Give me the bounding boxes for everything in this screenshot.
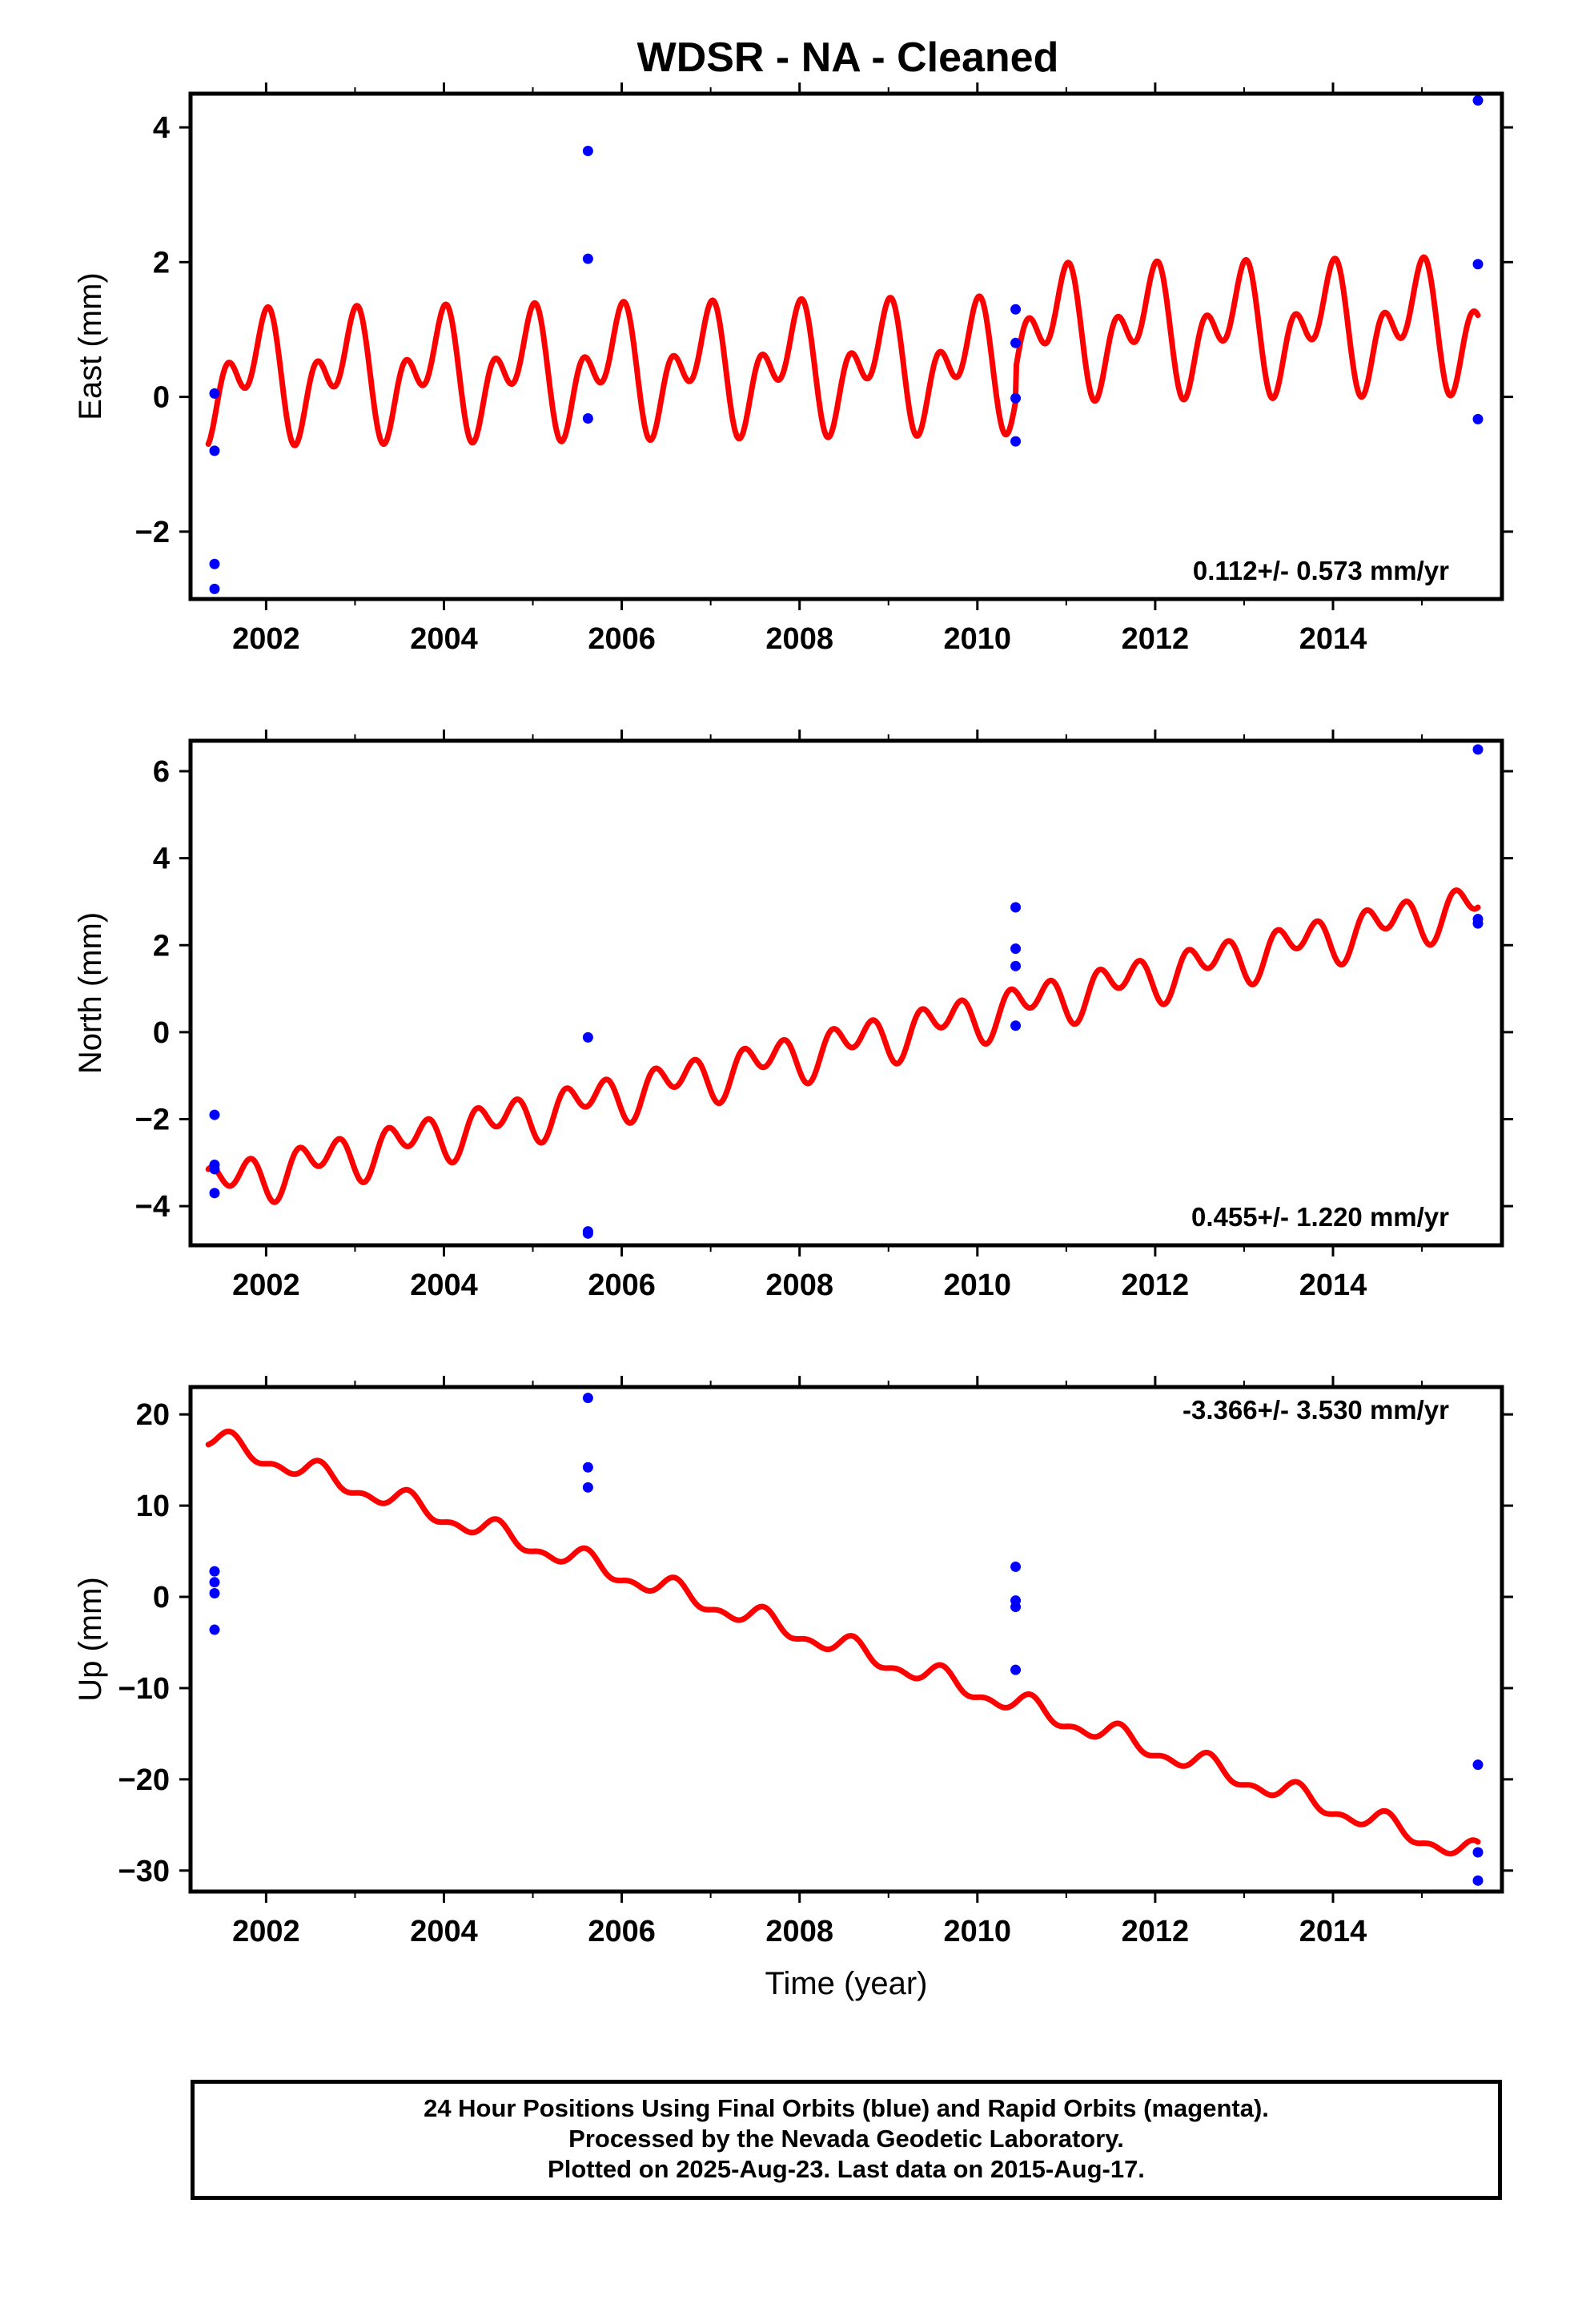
panel-east-data-point <box>1010 337 1022 348</box>
panel-east-data-point <box>1472 413 1484 424</box>
panel-north-ytick-label: 6 <box>153 755 170 789</box>
panel-north-xtick-label: 2010 <box>944 1269 1012 1302</box>
panel-up-xtick-label: 2014 <box>1299 1915 1367 1948</box>
panel-east-data-point <box>209 583 220 594</box>
panel-up-data-point <box>209 1577 220 1588</box>
footer-line-3: Plotted on 2025-Aug-23. Last data on 201… <box>548 2155 1145 2183</box>
panel-north-data-point <box>209 1164 220 1175</box>
panel-east-model-curve <box>205 254 1481 448</box>
panel-east-data-point <box>1010 392 1022 404</box>
panel-north-ytick-label: −4 <box>135 1190 170 1224</box>
panel-up-xtick-label: 2012 <box>1122 1915 1190 1948</box>
panel-up-data-point <box>1010 1561 1022 1572</box>
panel-up-frame <box>188 1385 1504 1894</box>
panel-north-ytick-label: 2 <box>153 929 170 963</box>
panel-north-data-point <box>1010 902 1022 913</box>
panel-north-xtick-label: 2004 <box>410 1269 478 1302</box>
panel-up-ytick-label: 20 <box>136 1398 170 1432</box>
panel-north-data-point <box>1472 918 1484 929</box>
panel-east-frame <box>188 91 1504 601</box>
panel-east-data-point <box>1472 259 1484 270</box>
panel-up-ytick-label: 10 <box>136 1490 170 1523</box>
panel-east-data-point <box>209 558 220 569</box>
panel-north-data-point <box>209 1188 220 1199</box>
panel-up-data-point <box>209 1624 220 1635</box>
panel-east-data-point <box>1010 304 1022 315</box>
panel-up-ytick-label: 0 <box>153 1581 170 1614</box>
panel-up-ylabel: Up (mm) <box>73 1577 108 1702</box>
panel-east-ytick-label: 2 <box>153 246 170 279</box>
panel-north-xtick-label: 2008 <box>765 1269 833 1302</box>
panel-east-rate-label: 0.112+/- 0.573 mm/yr <box>1193 556 1449 585</box>
panel-east-data-point <box>1472 94 1484 106</box>
panel-up-data-point <box>1472 1847 1484 1858</box>
panel-up-data-point <box>1010 1602 1022 1613</box>
panel-up-ytick-label: −10 <box>118 1672 170 1706</box>
panel-up-xtick-label: 2002 <box>232 1915 300 1948</box>
panel-east-xtick-label: 2010 <box>944 622 1012 656</box>
panel-up-ytick-label: −30 <box>118 1855 170 1888</box>
panel-up-xlabel: Time (year) <box>765 1966 928 2001</box>
panel-north-data-point <box>1010 943 1022 955</box>
panel-north: 2002 2004 2006 2008 2010 2012 2014 −4 −2 0 2 4 6 Nort… <box>73 730 1513 1302</box>
panel-north-data-point <box>582 1228 593 1239</box>
panel-up: 2002 2004 2006 2008 2010 2012 2014 −30 −20 −10 0 10… <box>73 1376 1513 2001</box>
panel-east-data-point <box>209 388 220 399</box>
panel-east-ytick-label: 4 <box>153 111 170 145</box>
panel-north-xtick-label: 2012 <box>1122 1269 1190 1302</box>
panel-north-xtick-label: 2006 <box>588 1269 656 1302</box>
panel-up-data-point <box>582 1462 593 1473</box>
panel-north-xtick-label: 2014 <box>1299 1269 1367 1302</box>
panel-north-rate-label: 0.455+/- 1.220 mm/yr <box>1191 1202 1449 1232</box>
panel-up-data-point <box>1010 1664 1022 1675</box>
footer-line-1: 24 Hour Positions Using Final Orbits (bl… <box>424 2094 1269 2122</box>
panel-east-xtick-label: 2012 <box>1122 622 1190 656</box>
panel-north-frame <box>188 738 1504 1248</box>
panel-east-xtick-label: 2004 <box>410 622 478 656</box>
panel-east-data-point <box>582 413 593 424</box>
panel-up-data-point <box>209 1566 220 1577</box>
panel-up-data-point <box>1472 1875 1484 1886</box>
panel-east-data-point <box>209 445 220 456</box>
panel-east-xtick-label: 2006 <box>588 622 656 656</box>
panel-east-ytick-label: 0 <box>153 381 170 415</box>
panel-east-xtick-label: 2002 <box>232 622 300 656</box>
panel-north-data-point <box>209 1109 220 1120</box>
panel-north-xtick-label: 2002 <box>232 1269 300 1302</box>
panel-east-data-point <box>582 253 593 264</box>
panel-east-xtick-label: 2014 <box>1299 622 1367 656</box>
panel-east-data-point <box>582 146 593 157</box>
panel-north-data-point <box>1472 744 1484 755</box>
panel-up-xtick-label: 2004 <box>410 1915 478 1948</box>
panel-up-ytick-label: −20 <box>118 1763 170 1797</box>
panel-up-xtick-label: 2006 <box>588 1915 656 1948</box>
chart-title: WDSR - NA - Cleaned <box>636 34 1059 81</box>
panel-north-ytick-label: −2 <box>135 1104 170 1137</box>
footer-line-2: Processed by the Nevada Geodetic Laborat… <box>568 2125 1124 2153</box>
panel-up-data-point <box>209 1587 220 1598</box>
panel-north-data-point <box>1010 960 1022 971</box>
panel-up-xtick-label: 2010 <box>944 1915 1012 1948</box>
panel-east: 2002 2004 2006 2008 2010 2012 2014 −2 0 2 4 East (m… <box>73 82 1513 656</box>
panel-up-data-point <box>582 1482 593 1493</box>
panel-up-data-point <box>582 1393 593 1404</box>
panel-north-ytick-label: 0 <box>153 1016 170 1050</box>
footer-info-box: 24 Hour Positions Using Final Orbits (bl… <box>191 2080 1502 2200</box>
panel-up-model-curve <box>205 1428 1481 1857</box>
panel-up-xtick-label: 2008 <box>765 1915 833 1948</box>
panel-east-ytick-label: −2 <box>135 516 170 549</box>
panel-north-model-curve <box>205 887 1481 1205</box>
panel-north-data-point <box>582 1031 593 1043</box>
panel-up-data-point <box>1472 1759 1484 1771</box>
panel-up-rate-label: -3.366+/- 3.530 mm/yr <box>1182 1395 1449 1425</box>
panel-east-ylabel: East (mm) <box>73 272 108 420</box>
panel-east-data-point <box>1010 436 1022 447</box>
panel-north-data-point <box>1010 1020 1022 1031</box>
panel-north-ylabel: North (mm) <box>73 912 108 1074</box>
panel-east-xtick-label: 2008 <box>765 622 833 656</box>
panel-north-ytick-label: 4 <box>153 842 170 876</box>
